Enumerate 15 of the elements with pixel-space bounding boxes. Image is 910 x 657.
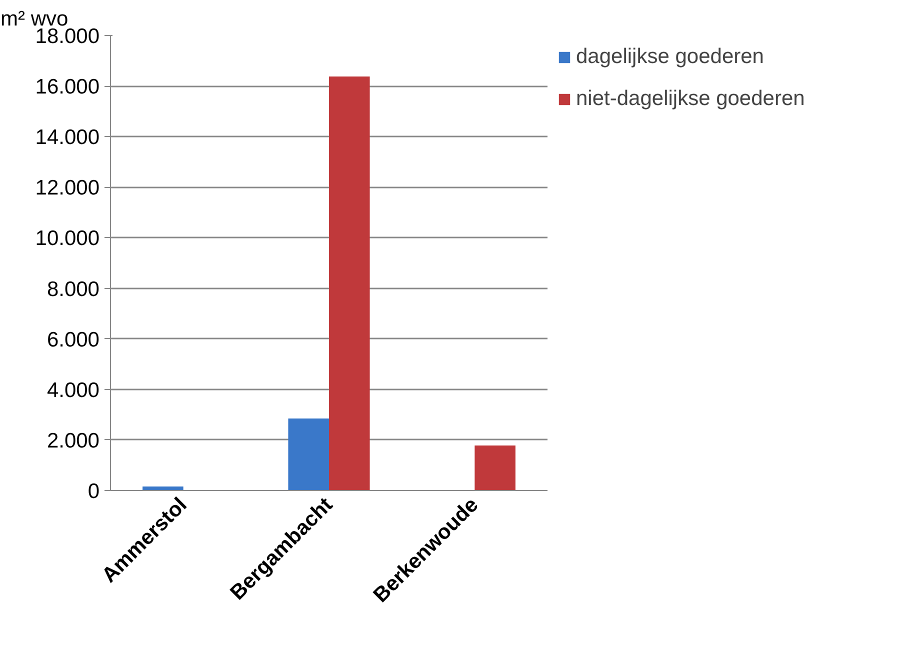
- y-tick-label: 8.000: [46, 278, 100, 301]
- bar: [474, 446, 516, 490]
- bar: [288, 418, 329, 490]
- y-tick-label: 18.000: [35, 25, 100, 48]
- y-tick-label: 14.000: [35, 126, 100, 150]
- y-tick-label: 16.000: [35, 76, 100, 99]
- y-tick-label: 12.000: [35, 176, 100, 200]
- y-tick-label: 0: [88, 480, 100, 503]
- legend-label: niet-dagelijkse goederen: [576, 87, 805, 111]
- y-tick-label: 4.000: [46, 378, 100, 402]
- bar: [329, 76, 370, 490]
- legend-label: dagelijkse goederen: [576, 45, 764, 69]
- y-tick-label: 6.000: [46, 328, 100, 352]
- y-tick-label: 2.000: [46, 429, 100, 452]
- y-tick-label: 10.000: [35, 227, 100, 250]
